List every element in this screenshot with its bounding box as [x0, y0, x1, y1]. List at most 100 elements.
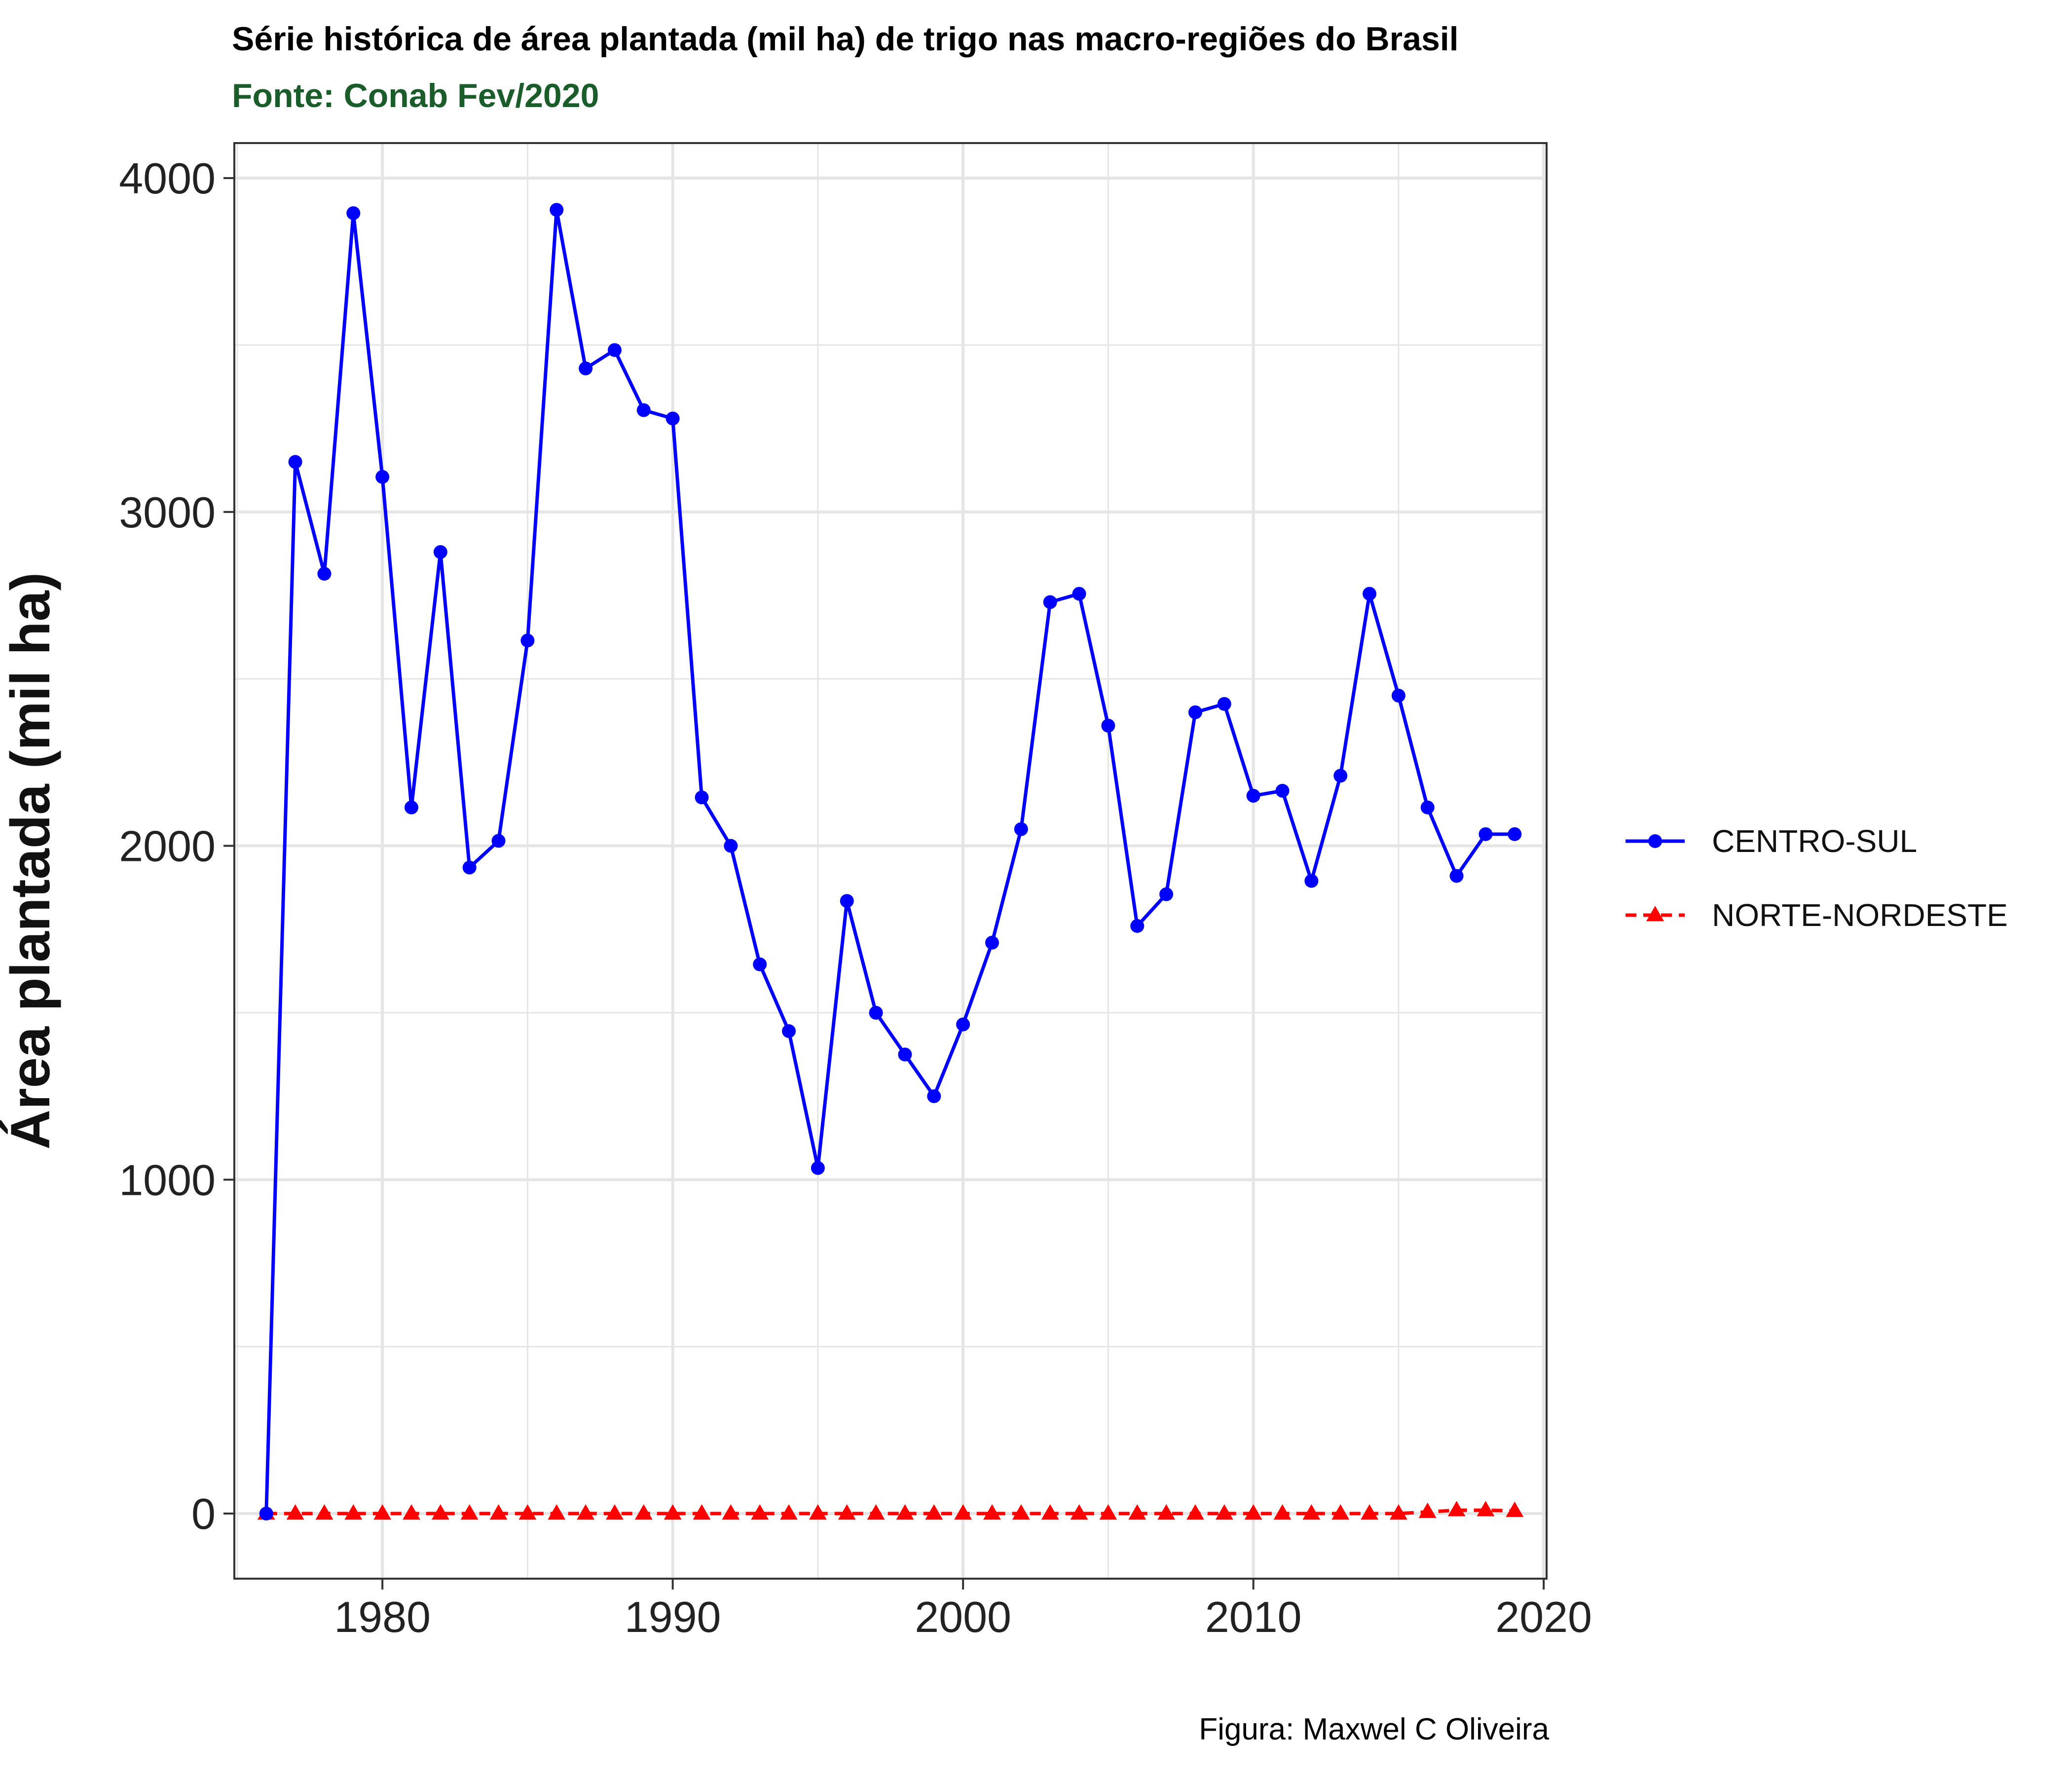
data-point-triangle [954, 1504, 972, 1520]
data-point-triangle [403, 1504, 420, 1520]
legend-item: NORTE-NORDESTE [1626, 897, 2008, 933]
data-point-circle [1130, 919, 1145, 933]
data-point-triangle [286, 1504, 304, 1520]
data-point-triangle [896, 1504, 914, 1520]
chart-title: Série histórica de área plantada (mil ha… [232, 20, 1459, 58]
data-point-triangle [344, 1504, 363, 1520]
series-norte-nordeste [257, 1501, 1524, 1520]
data-point-triangle [1447, 1501, 1466, 1517]
data-point-triangle [634, 1504, 653, 1520]
data-point-triangle [1302, 1504, 1321, 1520]
data-point-triangle [1099, 1504, 1117, 1520]
data-point-circle [666, 411, 680, 426]
data-point-circle [462, 860, 477, 875]
data-point-circle [782, 1024, 796, 1038]
data-point-circle [956, 1017, 970, 1032]
data-point-circle [1648, 834, 1662, 848]
data-point-circle [550, 203, 564, 217]
data-point-triangle [780, 1504, 798, 1520]
data-point-circle [927, 1089, 941, 1104]
data-point-circle [520, 633, 535, 648]
y-tick-label: 2000 [119, 822, 216, 871]
data-point-triangle [751, 1504, 769, 1520]
legend-label: CENTRO-SUL [1712, 823, 1917, 859]
data-point-triangle [1477, 1501, 1495, 1517]
data-point-circle [1072, 587, 1086, 601]
x-tick-label: 2020 [1495, 1592, 1592, 1641]
data-point-triangle [664, 1504, 682, 1520]
data-point-triangle [1332, 1504, 1350, 1520]
data-point-circle [433, 545, 447, 559]
data-point-circle [985, 935, 999, 950]
y-tick-label: 3000 [119, 488, 216, 537]
x-tick-label: 1990 [625, 1592, 721, 1641]
y-tick-label: 0 [191, 1489, 216, 1538]
data-point-circle [1014, 822, 1028, 836]
data-point-circle [840, 894, 854, 908]
data-point-circle [1508, 827, 1522, 841]
legend: CENTRO-SUL NORTE-NORDESTE [1626, 823, 2008, 933]
data-point-triangle [1244, 1504, 1262, 1520]
legend-label: NORTE-NORDESTE [1712, 897, 2008, 933]
data-point-triangle [925, 1504, 943, 1520]
figure-caption: Figura: Maxwel C Oliveira [1199, 1712, 1549, 1746]
data-point-triangle [373, 1504, 392, 1520]
data-point-triangle [1157, 1504, 1176, 1520]
data-point-triangle [693, 1504, 711, 1520]
data-point-circle [1275, 783, 1290, 798]
data-point-circle [1246, 789, 1260, 803]
data-point-circle [898, 1047, 912, 1062]
data-point-circle [317, 567, 332, 581]
data-point-circle [811, 1161, 825, 1175]
data-point-triangle [1273, 1504, 1292, 1520]
data-point-circle [695, 790, 709, 805]
data-point-triangle [548, 1504, 566, 1520]
x-tick-label: 1980 [334, 1592, 431, 1641]
data-point-triangle [722, 1504, 740, 1520]
data-point-triangle [431, 1504, 449, 1520]
y-tick-label: 4000 [119, 154, 216, 203]
data-point-circle [607, 343, 622, 357]
data-point-circle [346, 206, 361, 221]
data-point-triangle [838, 1504, 856, 1520]
data-point-circle [1420, 800, 1435, 814]
data-point-triangle [1041, 1504, 1059, 1520]
data-point-triangle [1186, 1504, 1204, 1520]
data-point-triangle [1361, 1504, 1378, 1520]
data-point-triangle [577, 1504, 595, 1520]
y-axis-label: Área plantada (mil ha) [0, 572, 61, 1149]
data-point-circle [1391, 689, 1406, 703]
data-point-triangle [605, 1504, 624, 1520]
data-point-triangle [489, 1504, 508, 1520]
data-point-circle [259, 1507, 273, 1521]
data-point-triangle [315, 1504, 333, 1520]
series-line [264, 208, 1515, 1514]
data-point-triangle [867, 1504, 885, 1520]
data-point-circle [1101, 718, 1115, 733]
chart-subtitle: Fonte: Conab Fev/2020 [232, 77, 599, 114]
data-point-triangle [1418, 1502, 1437, 1518]
data-point-circle [404, 800, 418, 814]
data-point-triangle [809, 1504, 827, 1520]
data-point-triangle [1646, 906, 1664, 922]
data-point-circle [491, 834, 506, 848]
data-point-circle [753, 957, 767, 971]
x-tick-label: 2000 [915, 1592, 1011, 1641]
series-centro-sul [259, 203, 1522, 1521]
data-point-triangle [1215, 1504, 1233, 1520]
data-point-circle [288, 455, 302, 469]
data-point-circle [1304, 874, 1319, 888]
data-point-circle [636, 403, 651, 417]
data-point-circle [1043, 595, 1057, 609]
x-tick-label: 2010 [1205, 1592, 1302, 1641]
data-point-circle [1363, 587, 1377, 601]
data-point-triangle [460, 1504, 479, 1520]
data-point-triangle [1506, 1501, 1524, 1517]
data-point-triangle [1128, 1504, 1147, 1520]
data-point-circle [1333, 769, 1348, 783]
data-point-circle [1449, 869, 1464, 883]
y-tick-label: 1000 [119, 1155, 216, 1204]
data-point-circle [1217, 697, 1231, 711]
data-series [257, 203, 1524, 1521]
